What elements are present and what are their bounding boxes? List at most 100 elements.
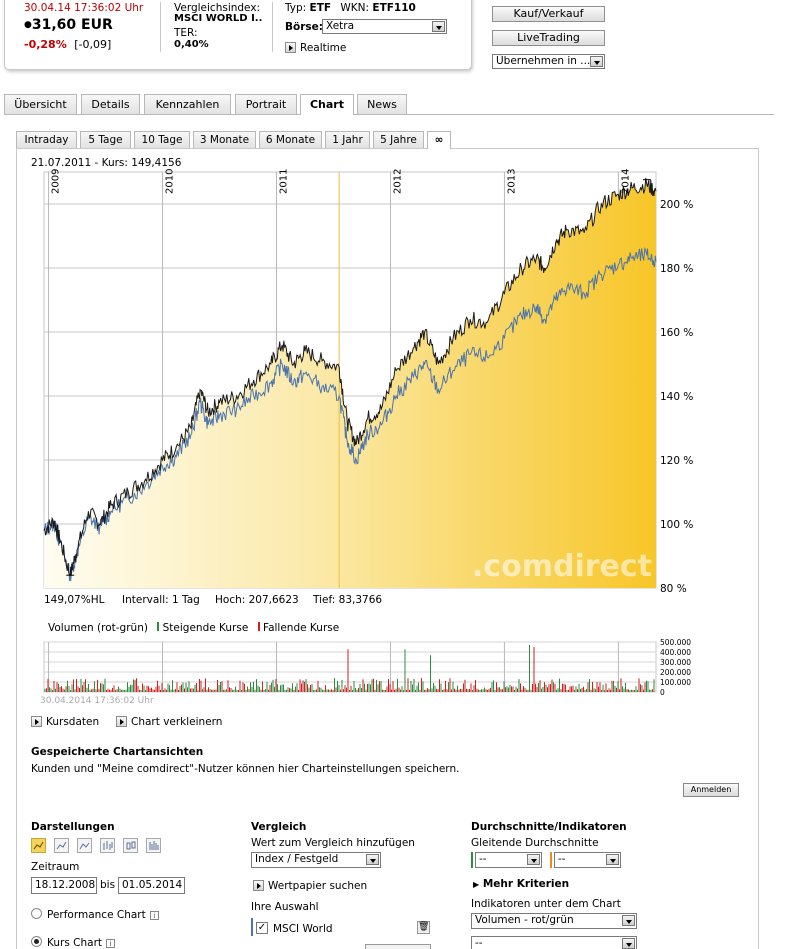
- realtime-link[interactable]: Realtime: [285, 42, 346, 54]
- legend-down-label: Fallende Kurse: [263, 622, 340, 634]
- y-tick-label: 80 %: [660, 583, 687, 595]
- zeitraum-to-input[interactable]: 01.05.2014: [118, 877, 185, 894]
- zeitraum-from-input[interactable]: 18.12.2008: [31, 877, 97, 894]
- range-tab-6-monate[interactable]: 6 Monate: [259, 131, 322, 148]
- vergleich-title: Vergleich: [251, 821, 307, 833]
- msci-world-label: MSCI World: [273, 923, 333, 935]
- watermark-part-a: .com: [472, 549, 553, 584]
- vergleich-value: MSCI WORLD I..: [174, 13, 263, 24]
- mountain-chart-icon[interactable]: [77, 838, 92, 853]
- tief-label: Tief: 83,3766: [313, 594, 383, 606]
- typ-label: Typ:: [285, 2, 307, 14]
- livetrading-button[interactable]: LiveTrading: [492, 30, 605, 46]
- bis-label: bis: [100, 879, 116, 891]
- kauf-verkauf-button[interactable]: Kauf/Verkauf: [492, 6, 605, 22]
- x-tick-label: 2012: [392, 169, 403, 194]
- wertpapier-suchen-label: Wertpapier suchen: [268, 880, 368, 892]
- wkn-value: ETF110: [372, 2, 416, 14]
- tab-kennzahlen[interactable]: Kennzahlen: [144, 94, 231, 114]
- msci-world-checkbox[interactable]: ✓: [256, 922, 268, 934]
- legend-up-label: Steigende Kurse: [162, 622, 249, 634]
- svg-text:.comdirect: .comdirect: [472, 549, 652, 584]
- trash-icon[interactable]: 🗑: [417, 921, 430, 934]
- y-tick-label: 140 %: [660, 391, 693, 403]
- cursor-separator: -: [91, 157, 102, 169]
- tabs-baseline: [4, 114, 774, 115]
- auswahl-label: Ihre Auswahl: [251, 901, 319, 913]
- line-chart-icon[interactable]: [54, 838, 69, 853]
- kursdaten-label: Kursdaten: [46, 716, 100, 728]
- chart-axis-labels: 2009 2010 2011 2012 2013 2014 80 % 100 % 120 % 14…: [51, 169, 694, 595]
- tab-details[interactable]: Details: [81, 94, 140, 114]
- range-tab-max[interactable]: ∞: [427, 131, 451, 149]
- chevron-down-icon: [622, 915, 635, 926]
- mehr-kriterien-label: Mehr Kriterien: [482, 878, 570, 890]
- candle-chart-icon[interactable]: [123, 838, 138, 853]
- ohlc-chart-icon[interactable]: [100, 838, 115, 853]
- tab-news[interactable]: News: [357, 94, 407, 114]
- chart-footer-date: 30.04.2014 17:36:02 Uhr: [40, 696, 154, 706]
- price-area-fill: [44, 177, 656, 588]
- chevron-down-icon: [590, 56, 603, 67]
- intervall-label: Intervall: 1 Tag: [122, 594, 200, 606]
- hoch-label: Hoch: 207,6623: [215, 594, 299, 606]
- volume-tick-label: 500.000: [660, 638, 691, 647]
- wertpapier-suchen-link[interactable]: Wertpapier suchen: [253, 880, 367, 892]
- indikator2-select[interactable]: --: [471, 936, 637, 949]
- arrow-right-icon: [253, 880, 264, 891]
- y-tick-label: 120 %: [660, 455, 693, 467]
- volume-tick-label: 300.000: [660, 658, 691, 667]
- volume-tick-label: 0: [660, 688, 665, 697]
- volume-title: Volumen (rot-grün): [48, 622, 148, 634]
- range-tab-intraday[interactable]: Intraday: [16, 131, 77, 148]
- volume-tick-label: 400.000: [660, 648, 691, 657]
- tab-portrait[interactable]: Portrait: [235, 94, 297, 114]
- bar-chart-icon[interactable]: [146, 838, 161, 853]
- area-chart-icon[interactable]: [31, 838, 46, 853]
- saved-text: Kunden und "Meine comdirect"-Nutzer könn…: [31, 763, 460, 775]
- typ-row: Typ: ETF WKN: ETF110: [285, 2, 416, 14]
- mehr-kriterien-link[interactable]: ▶ Mehr Kriterien: [473, 878, 569, 890]
- gd1-select[interactable]: --: [475, 852, 542, 868]
- tab-chart[interactable]: Chart: [300, 94, 354, 115]
- uebernehmen-select[interactable]: Übernehmen in ...: [492, 54, 605, 69]
- range-tab-5-tage[interactable]: 5 Tage: [80, 131, 131, 148]
- chart-hl-markers: [66, 179, 651, 576]
- quote-header-box: [4, 0, 472, 70]
- anmelden-button[interactable]: Anmelden: [683, 783, 739, 797]
- chevron-down-icon: [527, 854, 540, 865]
- info-icon[interactable]: i: [106, 939, 115, 948]
- indikator-select[interactable]: Volumen - rot/grün: [471, 913, 637, 929]
- range-tab-3-monate[interactable]: 3 Monate: [193, 131, 256, 148]
- range-tab-10-tage[interactable]: 10 Tage: [134, 131, 190, 148]
- range-tab-5-jahre[interactable]: 5 Jahre: [373, 131, 424, 148]
- info-icon[interactable]: i: [149, 911, 159, 920]
- quote-change: -0,28% [-0,09]: [24, 38, 111, 51]
- range-tab-1-jahr[interactable]: 1 Jahr: [325, 131, 370, 148]
- chart-verkleinern-link[interactable]: Chart verkleinern: [116, 716, 222, 728]
- triangle-right-icon: ▶: [473, 880, 480, 889]
- performance-chart-radio[interactable]: [31, 908, 42, 919]
- vergleich-partial-button[interactable]: [365, 944, 431, 949]
- kurs-chart-radio[interactable]: [31, 936, 42, 947]
- price-chart[interactable]: .comdirect 2009 2010 2011 2012 2013 2014 80 % 1…: [0, 0, 803, 720]
- boerse-select[interactable]: Xetra: [322, 19, 447, 34]
- gd1-color-bar: [471, 852, 473, 868]
- gd2-color-bar: [550, 852, 552, 868]
- wkn-label: WKN:: [340, 2, 370, 14]
- chart-panel: [16, 148, 759, 949]
- legend-down-swatch: [257, 622, 260, 631]
- kursdaten-link[interactable]: Kursdaten: [31, 716, 99, 728]
- vergleich-select[interactable]: Index / Festgeld: [251, 852, 381, 868]
- gd2-select[interactable]: --: [554, 852, 621, 868]
- legend-up-swatch: [157, 622, 160, 631]
- tab-uebersicht[interactable]: Übersicht: [4, 94, 77, 114]
- comdirect-watermark: .comdirect: [472, 549, 652, 584]
- header-divider: [272, 2, 273, 52]
- darstellungen-title: Darstellungen: [31, 821, 115, 833]
- cursor-price: Kurs: 149,4156: [101, 157, 182, 169]
- volume-legend: Volumen (rot-grün) Steigende Kurse Falle…: [48, 622, 339, 634]
- volume-tick-label: 200.000: [660, 668, 691, 677]
- boerse-label: Börse:: [285, 21, 323, 33]
- msci-color-bar: [251, 918, 253, 936]
